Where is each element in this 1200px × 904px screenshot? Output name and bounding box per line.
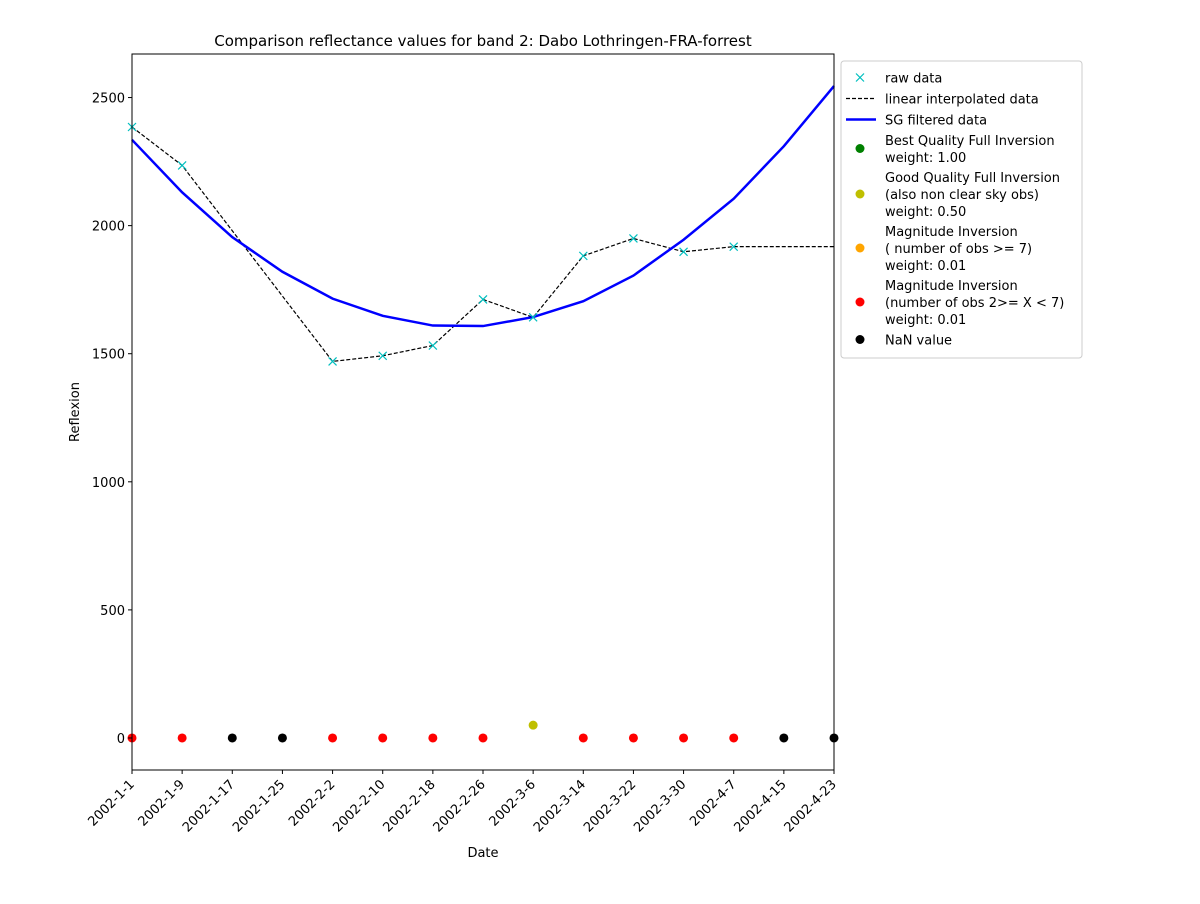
marker-stroke	[528, 312, 538, 322]
x-axis: 2002-1-12002-1-92002-1-172002-1-252002-2…	[85, 770, 840, 835]
series-sg-filtered-line	[131, 85, 835, 328]
legend-label: linear interpolated data	[885, 93, 1039, 108]
raw-data-point	[328, 356, 337, 366]
legend-swatch-nan	[855, 335, 865, 344]
legend-label: (also non clear sky obs)	[885, 188, 1039, 203]
x-tick-label: 2002-1-1	[85, 777, 137, 829]
x-tick-label: 2002-3-14	[531, 777, 589, 835]
raw-data-point	[177, 161, 187, 170]
y-tick-label: 2000	[92, 220, 125, 235]
x-tick-label: 2002-1-9	[136, 777, 188, 829]
quality-point-nan	[779, 733, 789, 743]
marker-stroke	[578, 251, 588, 261]
x-tick-label: 2002-2-18	[381, 777, 439, 835]
series-interpolated-line	[131, 126, 834, 363]
y-tick-label: 0	[117, 732, 125, 747]
marker-stroke	[679, 247, 688, 257]
legend-label: Magnitude Inversion	[885, 225, 1018, 240]
raw-data-point	[528, 312, 538, 322]
x-tick-label: 2002-3-30	[631, 777, 689, 835]
legend-label: Good Quality Full Inversion	[885, 171, 1060, 186]
raw-data-point	[478, 294, 488, 304]
legend-swatch-best	[855, 144, 865, 153]
y-tick-label: 1000	[92, 476, 125, 491]
legend-label: Best Quality Full Inversion	[885, 134, 1055, 149]
plot-area	[127, 85, 839, 743]
raw-data-point	[428, 341, 438, 350]
marker-stroke	[428, 341, 438, 350]
legend-swatch-magnitude_lt7	[855, 297, 865, 307]
x-tick-label: 2002-4-23	[782, 777, 840, 835]
x-tick-label: 2002-3-22	[581, 777, 639, 835]
legend-label: raw data	[885, 72, 942, 87]
raw-data-point	[578, 251, 588, 261]
raw-data-point	[629, 234, 638, 243]
y-tick-label: 2500	[92, 92, 125, 107]
y-tick-label: 500	[100, 604, 125, 619]
quality-point-magnitude_lt7	[628, 733, 638, 743]
y-tick-label: 1500	[92, 348, 125, 363]
legend-swatch-good	[855, 189, 865, 199]
x-tick-label: 2002-2-26	[431, 777, 489, 835]
marker-stroke	[855, 73, 865, 82]
legend-label: weight: 0.01	[885, 313, 966, 328]
x-tick-label: 2002-4-15	[732, 777, 790, 835]
quality-point-magnitude_lt7	[729, 733, 739, 743]
quality-point-nan	[277, 733, 287, 743]
legend: raw data linear interpolated data SG filte…	[840, 60, 1083, 359]
x-tick-label: 2002-3-6	[487, 777, 539, 829]
legend-swatch-raw-data	[855, 73, 865, 82]
marker-stroke	[729, 242, 739, 252]
legend-label: weight: 0.01	[885, 259, 966, 274]
raw-data-point	[679, 247, 688, 257]
x-tick-label: 2002-1-25	[230, 777, 288, 835]
quality-point-magnitude_lt7	[328, 733, 338, 743]
x-tick-label: 2002-1-17	[180, 777, 238, 835]
x-tick-label: 2002-4-7	[687, 777, 739, 829]
x-tick-label: 2002-2-10	[330, 777, 388, 835]
quality-point-magnitude_lt7	[378, 733, 388, 743]
x-axis-label: Date	[467, 846, 498, 861]
quality-point-nan	[227, 733, 237, 743]
y-axis-label: Reflexion	[68, 382, 83, 442]
quality-point-magnitude_lt7	[177, 733, 187, 743]
quality-point-good	[528, 720, 538, 730]
legend-box	[840, 60, 1083, 359]
quality-point-magnitude_lt7	[478, 733, 488, 743]
chart-title: Comparison reflectance values for band 2…	[214, 32, 752, 50]
legend-label: (number of obs 2>= X < 7)	[885, 296, 1064, 311]
legend-label: SG filtered data	[885, 114, 987, 129]
legend-label: weight: 1.00	[885, 151, 966, 166]
legend-label: ( number of obs >= 7)	[885, 242, 1032, 257]
raw-data-point	[729, 242, 739, 252]
quality-point-magnitude_lt7	[428, 733, 438, 743]
quality-point-magnitude_lt7	[679, 733, 689, 743]
marker-stroke	[478, 294, 488, 304]
quality-point-magnitude_lt7	[578, 733, 588, 743]
legend-label: Magnitude Inversion	[885, 279, 1018, 294]
marker-stroke	[177, 161, 187, 170]
legend-swatch-magnitude_ge7	[855, 243, 865, 253]
marker-stroke	[629, 234, 638, 243]
y-axis: 0 500 1000 1500 2000 2500	[92, 92, 132, 747]
raw-data-point	[378, 351, 388, 361]
marker-stroke	[378, 351, 388, 361]
legend-label: NaN value	[885, 334, 952, 349]
x-tick-label: 2002-2-2	[286, 777, 338, 829]
plot-frame	[131, 53, 835, 771]
marker-stroke	[328, 356, 337, 366]
legend-label: weight: 0.50	[885, 205, 966, 220]
